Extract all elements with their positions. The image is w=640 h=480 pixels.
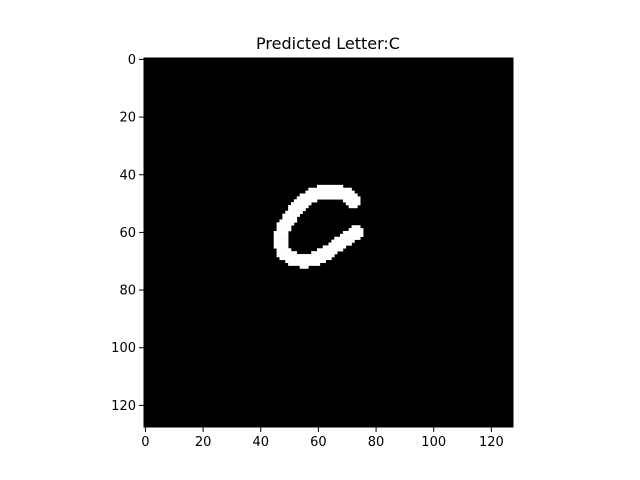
- stroke-pixel-run: [285, 210, 303, 214]
- stroke-pixel-run: [316, 248, 344, 252]
- stroke-pixel-run: [276, 222, 295, 226]
- x-tick-label: 80: [368, 435, 385, 450]
- stroke-pixel-run: [299, 265, 309, 269]
- stroke-pixel-run: [273, 245, 289, 249]
- stroke-pixel-run: [285, 259, 326, 263]
- stroke-pixel-run: [331, 239, 355, 243]
- x-tick-label: 120: [479, 435, 504, 450]
- y-axis-ticks: 0 20 40 60 80 100 120: [111, 53, 144, 414]
- x-tick-label: 60: [310, 435, 327, 450]
- letter-stroke: [273, 184, 364, 269]
- stroke-pixel-run: [273, 239, 289, 243]
- stroke-pixel-run: [276, 228, 292, 232]
- x-tick-label: 0: [141, 435, 149, 450]
- stroke-pixel-run: [342, 199, 361, 203]
- y-tick-label: 80: [119, 284, 136, 299]
- x-axis-ticks: 0 20 40 60 80 100 120: [141, 427, 504, 450]
- stroke-pixel-run: [340, 233, 364, 238]
- stroke-pixel-run: [311, 251, 338, 255]
- y-tick-label: 20: [119, 111, 136, 126]
- stroke-pixel-run: [288, 207, 306, 212]
- stroke-pixel-run: [334, 236, 361, 240]
- stroke-pixel-run: [316, 184, 344, 189]
- stroke-pixel-run: [273, 242, 289, 246]
- x-tick-label: 100: [421, 435, 446, 450]
- stroke-pixel-run: [273, 233, 289, 238]
- stroke-pixel-run: [348, 205, 358, 209]
- stroke-pixel-run: [351, 225, 361, 229]
- stroke-pixel-run: [282, 216, 298, 220]
- stroke-pixel-run: [288, 205, 309, 209]
- stroke-pixel-run: [348, 228, 364, 232]
- stroke-pixel-run: [276, 251, 298, 255]
- chart-title: Predicted Letter:C: [256, 34, 400, 53]
- stroke-pixel-run: [308, 187, 352, 191]
- stroke-pixel-run: [293, 199, 318, 203]
- stroke-pixel-run: [342, 230, 364, 235]
- stroke-pixel-run: [276, 248, 292, 252]
- stroke-pixel-run: [305, 190, 355, 194]
- stroke-pixel-run: [273, 230, 289, 235]
- stroke-pixel-run: [279, 219, 298, 223]
- stroke-pixel-run: [273, 236, 289, 240]
- stroke-pixel-run: [282, 213, 300, 217]
- y-tick-label: 100: [111, 341, 136, 356]
- stroke-pixel-run: [299, 193, 358, 197]
- stroke-pixel-run: [276, 254, 335, 258]
- stroke-pixel-run: [322, 245, 347, 249]
- y-tick-label: 40: [119, 168, 136, 183]
- y-tick-label: 60: [119, 226, 136, 241]
- stroke-pixel-run: [328, 242, 352, 246]
- stroke-pixel-run: [276, 225, 292, 229]
- x-tick-label: 40: [252, 435, 269, 450]
- y-tick-label: 120: [111, 399, 136, 414]
- stroke-pixel-run: [296, 196, 361, 200]
- x-tick-label: 20: [195, 435, 212, 450]
- axes-frame: [143, 57, 514, 428]
- stroke-pixel-run: [291, 202, 312, 206]
- y-tick-label: 0: [128, 53, 136, 68]
- stroke-pixel-run: [279, 256, 332, 261]
- stroke-pixel-run: [345, 202, 361, 206]
- stroke-pixel-run: [288, 262, 321, 266]
